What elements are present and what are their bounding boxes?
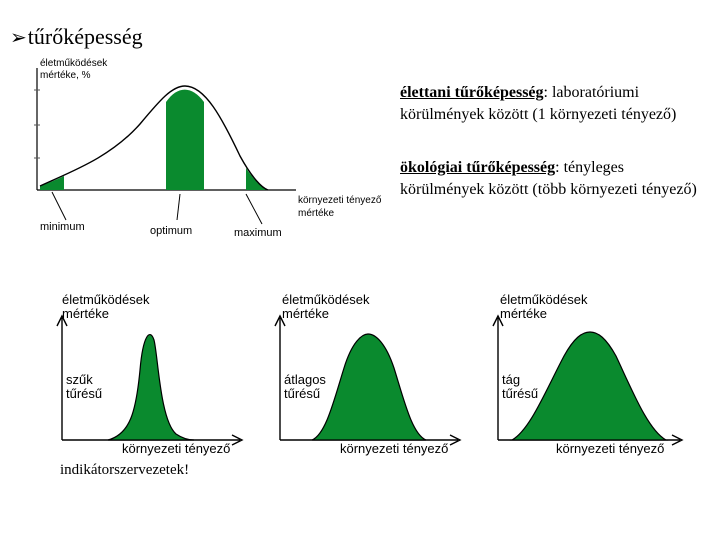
small1-y-arrow	[56, 314, 68, 327]
small2-ylabel-1: életműködések	[282, 292, 370, 307]
minimum-zone	[40, 176, 64, 190]
main-ylabel-2: mértéke, %	[40, 70, 91, 81]
small3-curve	[509, 331, 669, 441]
arrow-bullet-icon: ➢	[10, 26, 27, 49]
label-minimum: minimum	[40, 221, 85, 233]
small2-inner-2: tűrésű	[284, 386, 320, 401]
small3-inner-2: tűrésű	[502, 386, 538, 401]
small2-ylabel-2: mértéke	[282, 306, 329, 321]
small1-inner-1: szűk	[66, 372, 93, 387]
minimum-pointer	[51, 191, 67, 221]
text-physiological: : laboratóriumi körülmények között (1 kö…	[400, 84, 677, 123]
small2-xlabel: környezeti tényező	[340, 441, 448, 456]
small3-x-arrow	[671, 434, 684, 446]
small-chart-wide: életműködések mértéke tág tűrésű környez…	[492, 292, 684, 456]
label-optimum: optimum	[150, 225, 192, 237]
small3-ylabel-1: életműködések	[500, 292, 588, 307]
small1-x-arrow	[231, 434, 244, 446]
text-ecological: : tényleges körülmények között (több kör…	[400, 159, 697, 198]
term-ecological: ökológiai tűrőképesség	[400, 159, 556, 176]
small-chart-average: életműködések mértéke átlagos tűrésű kör…	[274, 292, 462, 456]
page-title: ➢ tűrőképesség	[10, 24, 143, 50]
small1-inner-2: tűrésű	[66, 386, 102, 401]
small1-ylabel-2: mértéke	[62, 306, 109, 321]
small2-inner-1: átlagos	[284, 372, 326, 387]
label-maximum: maximum	[234, 227, 282, 239]
small3-y-arrow	[492, 314, 504, 327]
maximum-zone	[246, 168, 266, 190]
main-xlabel-1: környezeti tényező	[298, 195, 382, 206]
small1-xlabel: környezeti tényező	[122, 441, 230, 456]
optimum-zone	[166, 89, 204, 190]
small-chart-narrow: életműködések mértéke szűk tűrésű környe…	[56, 292, 244, 456]
small3-xlabel: környezeti tényező	[556, 441, 664, 456]
description-physiological: élettani tűrőképesség: laboratóriumi kör…	[400, 82, 705, 126]
small1-curve	[107, 334, 195, 441]
main-ylabel-1: életműködések	[40, 58, 108, 69]
term-physiological: élettani tűrőképesség	[400, 84, 544, 101]
small3-inner-1: tág	[502, 372, 520, 387]
page-title-text: tűrőképesség	[27, 24, 143, 49]
tolerance-curve	[39, 85, 269, 191]
description-ecological: ökológiai tűrőképesség: tényleges körülm…	[400, 157, 705, 201]
small3-ylabel-2: mértéke	[500, 306, 547, 321]
main-tolerance-chart: életműködések mértéke, % környezeti tény…	[34, 58, 382, 239]
small1-ylabel-1: életműködések	[62, 292, 150, 307]
maximum-pointer	[245, 193, 263, 225]
small2-x-arrow	[449, 434, 462, 446]
optimum-pointer	[176, 193, 181, 221]
small2-curve	[311, 333, 427, 441]
main-xlabel-2: mértéke	[298, 208, 335, 219]
small2-y-arrow	[274, 314, 286, 327]
indicator-note: indikátorszervezetek!	[60, 462, 190, 478]
